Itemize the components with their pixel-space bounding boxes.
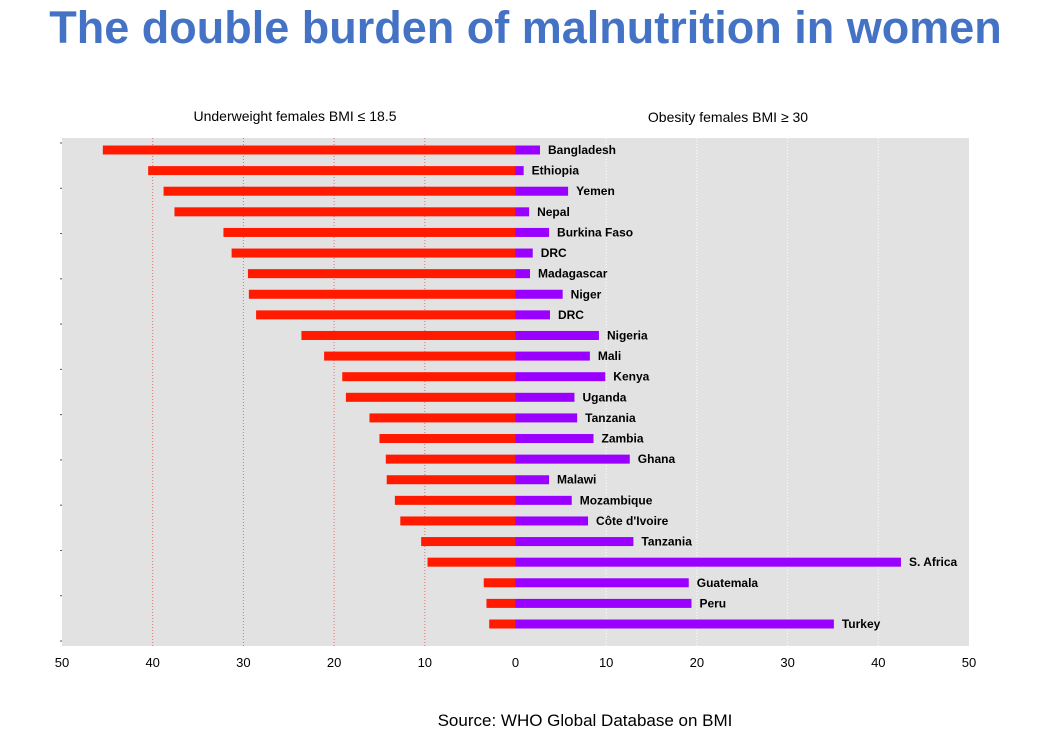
country-label: Guatemala — [697, 576, 759, 590]
underweight-bar — [421, 537, 516, 547]
country-label: Turkey — [842, 617, 881, 631]
x-axis-tick-labels: 50 40 30 20 10 0 10 20 30 40 50 — [55, 655, 976, 670]
obesity-bar — [515, 227, 550, 237]
country-label: Côte d'Ivoire — [596, 514, 669, 528]
country-label: Tanzania — [585, 411, 636, 425]
underweight-bar — [400, 516, 516, 526]
obesity-bar — [515, 619, 834, 629]
country-label: DRC — [541, 246, 567, 260]
x-tick-label: 0 — [512, 655, 519, 670]
obesity-bar — [515, 495, 572, 505]
obesity-bar — [515, 248, 533, 258]
right-axis-title: Obesity females BMI ≥ 30 — [648, 109, 808, 125]
underweight-bar — [489, 619, 516, 629]
left-axis-title: Underweight females BMI ≤ 18.5 — [194, 108, 397, 124]
obesity-bar — [515, 454, 630, 464]
x-tick-label: 30 — [780, 655, 794, 670]
country-label: Zambia — [602, 432, 644, 446]
country-label: Ghana — [638, 452, 676, 466]
underweight-bar — [248, 289, 516, 299]
underweight-bar — [148, 166, 516, 176]
country-label: Ethiopia — [532, 164, 580, 178]
country-label: Mozambique — [580, 493, 653, 507]
x-tick-label: 50 — [55, 655, 69, 670]
x-tick-label: 50 — [962, 655, 976, 670]
underweight-bar — [345, 392, 516, 402]
obesity-bar — [515, 578, 689, 588]
obesity-bar — [515, 289, 563, 299]
obesity-bar — [515, 166, 524, 176]
obesity-bar — [515, 269, 531, 279]
underweight-bar — [324, 351, 516, 361]
country-label: Malawi — [557, 473, 596, 487]
obesity-bar — [515, 434, 594, 444]
obesity-bar — [515, 351, 590, 361]
bars — [102, 145, 901, 629]
country-label: Uganda — [582, 390, 626, 404]
underweight-bar — [385, 454, 516, 464]
country-labels: Bangladesh Ethiopia Yemen Nepal Burkina Faso… — [532, 143, 958, 631]
underweight-bar — [369, 413, 516, 423]
chart-title: The double burden of malnutrition in wom… — [49, 2, 1002, 53]
obesity-bar — [515, 598, 692, 608]
underweight-bar — [427, 557, 516, 567]
obesity-bar — [515, 475, 550, 485]
source-note: Source: WHO Global Database on BMI — [437, 711, 733, 730]
country-label: Niger — [571, 287, 602, 301]
underweight-bar — [301, 330, 516, 340]
left-axis-ticks — [60, 142, 62, 642]
obesity-bar — [515, 392, 575, 402]
underweight-bar — [247, 269, 516, 279]
obesity-bar — [515, 330, 599, 340]
underweight-bar — [231, 248, 516, 258]
country-label: Tanzania — [641, 535, 692, 549]
obesity-bar — [515, 413, 578, 423]
obesity-bar — [515, 186, 569, 196]
country-label: Mali — [598, 349, 621, 363]
underweight-bar — [379, 434, 516, 444]
underweight-bar — [486, 598, 516, 608]
x-tick-label: 30 — [236, 655, 250, 670]
x-tick-label: 10 — [599, 655, 613, 670]
diverging-bar-chart: Bangladesh Ethiopia Yemen Nepal Burkina Faso… — [55, 108, 976, 670]
country-label: Yemen — [576, 184, 615, 198]
obesity-bar — [515, 537, 634, 547]
underweight-bar — [386, 475, 516, 485]
country-label: Burkina Faso — [557, 225, 633, 239]
x-tick-label: 40 — [145, 655, 159, 670]
x-tick-label: 40 — [871, 655, 885, 670]
underweight-bar — [163, 186, 516, 196]
obesity-bar — [515, 557, 901, 567]
obesity-bar — [515, 310, 550, 320]
country-label: Bangladesh — [548, 143, 616, 157]
underweight-bar — [256, 310, 516, 320]
country-label: Madagascar — [538, 267, 608, 281]
country-label: DRC — [558, 308, 584, 322]
underweight-bar — [223, 227, 516, 237]
underweight-bar — [102, 145, 516, 155]
obesity-bar — [515, 516, 589, 526]
x-tick-label: 20 — [690, 655, 704, 670]
underweight-bar — [483, 578, 516, 588]
underweight-bar — [394, 495, 516, 505]
x-tick-label: 20 — [327, 655, 341, 670]
country-label: Kenya — [613, 370, 649, 384]
country-label: Nigeria — [607, 328, 648, 342]
country-label: Nepal — [537, 205, 570, 219]
country-label: Peru — [699, 596, 726, 610]
x-tick-label: 10 — [418, 655, 432, 670]
underweight-bar — [342, 372, 516, 382]
obesity-bar — [515, 145, 540, 155]
obesity-bar — [515, 207, 530, 217]
country-label: S. Africa — [909, 555, 958, 569]
obesity-bar — [515, 372, 606, 382]
underweight-bar — [174, 207, 516, 217]
